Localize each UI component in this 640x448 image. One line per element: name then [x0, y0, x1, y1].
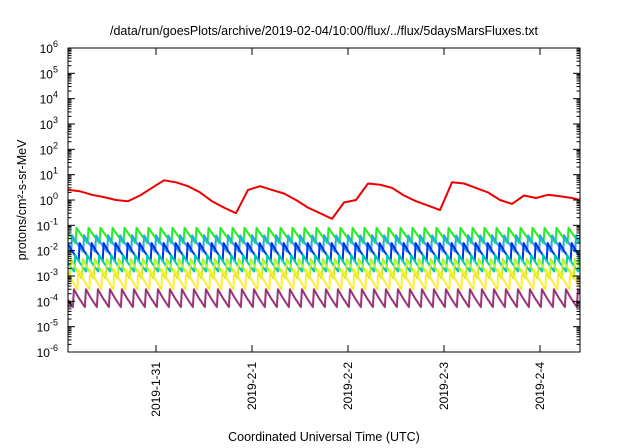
y-tick-label: 10-1	[37, 216, 58, 233]
y-tick-label: 103	[40, 115, 58, 132]
x-tick-label: 2019-2-2	[341, 362, 355, 410]
series-line-5	[68, 257, 580, 280]
x-tick-label: 2019-2-4	[533, 362, 547, 410]
y-tick-label: 10-6	[37, 343, 58, 360]
x-axis: 2019-1-31 2019-2-1 2019-2-2 2019-2-3 2019-2-…	[149, 48, 547, 417]
series-line-7	[68, 288, 580, 308]
y-tick-label: 104	[40, 90, 58, 107]
y-tick-label: 106	[40, 39, 58, 56]
series-line-2	[68, 234, 580, 253]
y-axis: 10-6 10-5 10-4 10-3 10-2 10-1 100 101 102 103 104 1…	[37, 39, 580, 360]
y-tick-label: 105	[40, 64, 58, 81]
x-tick-label: 2019-2-3	[437, 362, 451, 410]
y-tick-label: 10-2	[37, 242, 58, 259]
y-tick-label: 10-3	[37, 267, 58, 284]
y-tick-label: 10-4	[37, 292, 58, 309]
x-tick-label: 2019-1-31	[149, 362, 163, 417]
chart-title: /data/run/goesPlots/archive/2019-02-04/1…	[110, 24, 539, 38]
y-tick-label: 100	[40, 191, 58, 208]
y-axis-label: protons/cm²-s-sr-MeV	[15, 139, 29, 261]
x-tick-label: 2019-2-1	[245, 362, 259, 410]
x-axis-label: Coordinated Universal Time (UTC)	[228, 430, 420, 444]
series-layer	[68, 179, 580, 308]
series-line-4	[68, 254, 580, 273]
series-line-0	[68, 179, 580, 220]
y-tick-label: 102	[40, 140, 58, 157]
series-line-6	[68, 268, 580, 291]
y-tick-label: 101	[40, 166, 58, 183]
y-tick-label: 10-5	[37, 318, 58, 335]
series-line-1	[68, 226, 580, 244]
